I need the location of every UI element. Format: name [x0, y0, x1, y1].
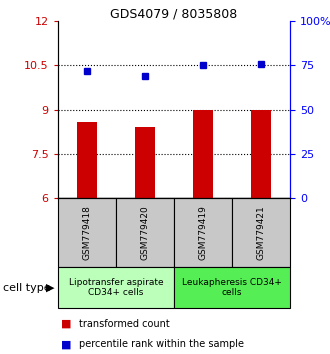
Bar [174, 198, 232, 267]
Text: GSM779418: GSM779418 [82, 205, 91, 260]
Text: ■: ■ [61, 319, 72, 329]
Bar [116, 198, 174, 267]
Bar [174, 267, 290, 308]
Text: ▶: ▶ [46, 282, 55, 293]
Bar [135, 127, 155, 198]
Bar [251, 110, 272, 198]
Bar [193, 110, 213, 198]
Text: transformed count: transformed count [79, 319, 170, 329]
Text: GSM779419: GSM779419 [199, 205, 208, 260]
Bar [58, 198, 116, 267]
Text: percentile rank within the sample: percentile rank within the sample [79, 339, 244, 349]
Text: Lipotransfer aspirate
CD34+ cells: Lipotransfer aspirate CD34+ cells [69, 278, 163, 297]
Text: GSM779420: GSM779420 [141, 205, 149, 260]
Text: ■: ■ [61, 339, 72, 349]
Text: GSM779421: GSM779421 [257, 205, 266, 260]
Text: Leukapheresis CD34+
cells: Leukapheresis CD34+ cells [182, 278, 282, 297]
Bar [77, 121, 97, 198]
Title: GDS4079 / 8035808: GDS4079 / 8035808 [111, 7, 238, 20]
Bar [58, 267, 174, 308]
Text: cell type: cell type [3, 282, 51, 293]
Bar [232, 198, 290, 267]
